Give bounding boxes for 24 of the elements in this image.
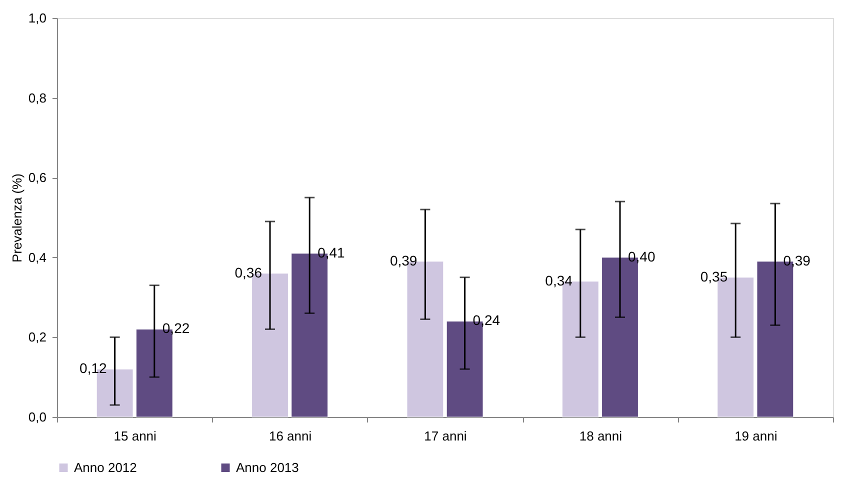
x-tick-label: 18 anni	[579, 428, 622, 444]
y-tick-label: 0,2	[28, 330, 46, 345]
x-tick-label: 17 anni	[424, 428, 467, 444]
data-label: 0,36	[234, 264, 262, 280]
y-tick-label: 1,0	[28, 10, 46, 26]
x-tick-label: 16 anni	[268, 428, 312, 444]
data-label: 0,40	[628, 248, 656, 264]
y-tick-label: 0,6	[28, 170, 46, 186]
y-tick-label: 0,8	[28, 90, 46, 106]
y-tick-label: 0,0	[28, 410, 46, 424]
data-label: 0,12	[80, 360, 108, 376]
y-axis-title: Prevalenza (%)	[9, 174, 24, 262]
data-label: 0,41	[318, 244, 346, 260]
legend-label: Anno 2012	[74, 460, 137, 475]
data-label: 0,39	[783, 252, 811, 268]
data-label: 0,24	[472, 312, 500, 328]
data-label: 0,35	[700, 268, 728, 284]
legend-label: Anno 2013	[236, 460, 299, 475]
data-label: 0,34	[545, 272, 573, 288]
y-tick-label: 0,4	[28, 250, 46, 265]
data-label: 0,22	[162, 320, 190, 336]
x-tick-label: 15 anni	[114, 428, 157, 444]
data-label: 0,39	[390, 252, 418, 268]
x-tick-label: 19 anni	[734, 428, 778, 444]
